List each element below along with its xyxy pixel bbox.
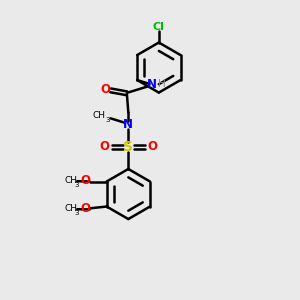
- Text: 3: 3: [106, 117, 110, 123]
- Text: O: O: [147, 140, 157, 153]
- Text: 3: 3: [74, 182, 79, 188]
- Text: O: O: [81, 202, 91, 215]
- Text: O: O: [100, 140, 110, 153]
- Text: 3: 3: [74, 210, 79, 216]
- Text: O: O: [81, 174, 91, 187]
- Text: S: S: [123, 140, 133, 154]
- Text: CH: CH: [65, 176, 78, 185]
- Text: CH: CH: [93, 112, 106, 121]
- Text: O: O: [100, 83, 110, 96]
- Text: N: N: [123, 118, 133, 131]
- Text: Cl: Cl: [153, 22, 165, 32]
- Text: CH: CH: [65, 204, 78, 213]
- Text: N: N: [147, 78, 157, 91]
- Text: H: H: [158, 80, 166, 89]
